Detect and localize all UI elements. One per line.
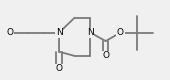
Text: O: O bbox=[117, 28, 124, 37]
Text: O: O bbox=[102, 51, 109, 60]
Text: O: O bbox=[7, 28, 14, 37]
Text: N: N bbox=[56, 28, 63, 37]
Text: N: N bbox=[87, 28, 94, 37]
Text: O: O bbox=[56, 64, 63, 73]
